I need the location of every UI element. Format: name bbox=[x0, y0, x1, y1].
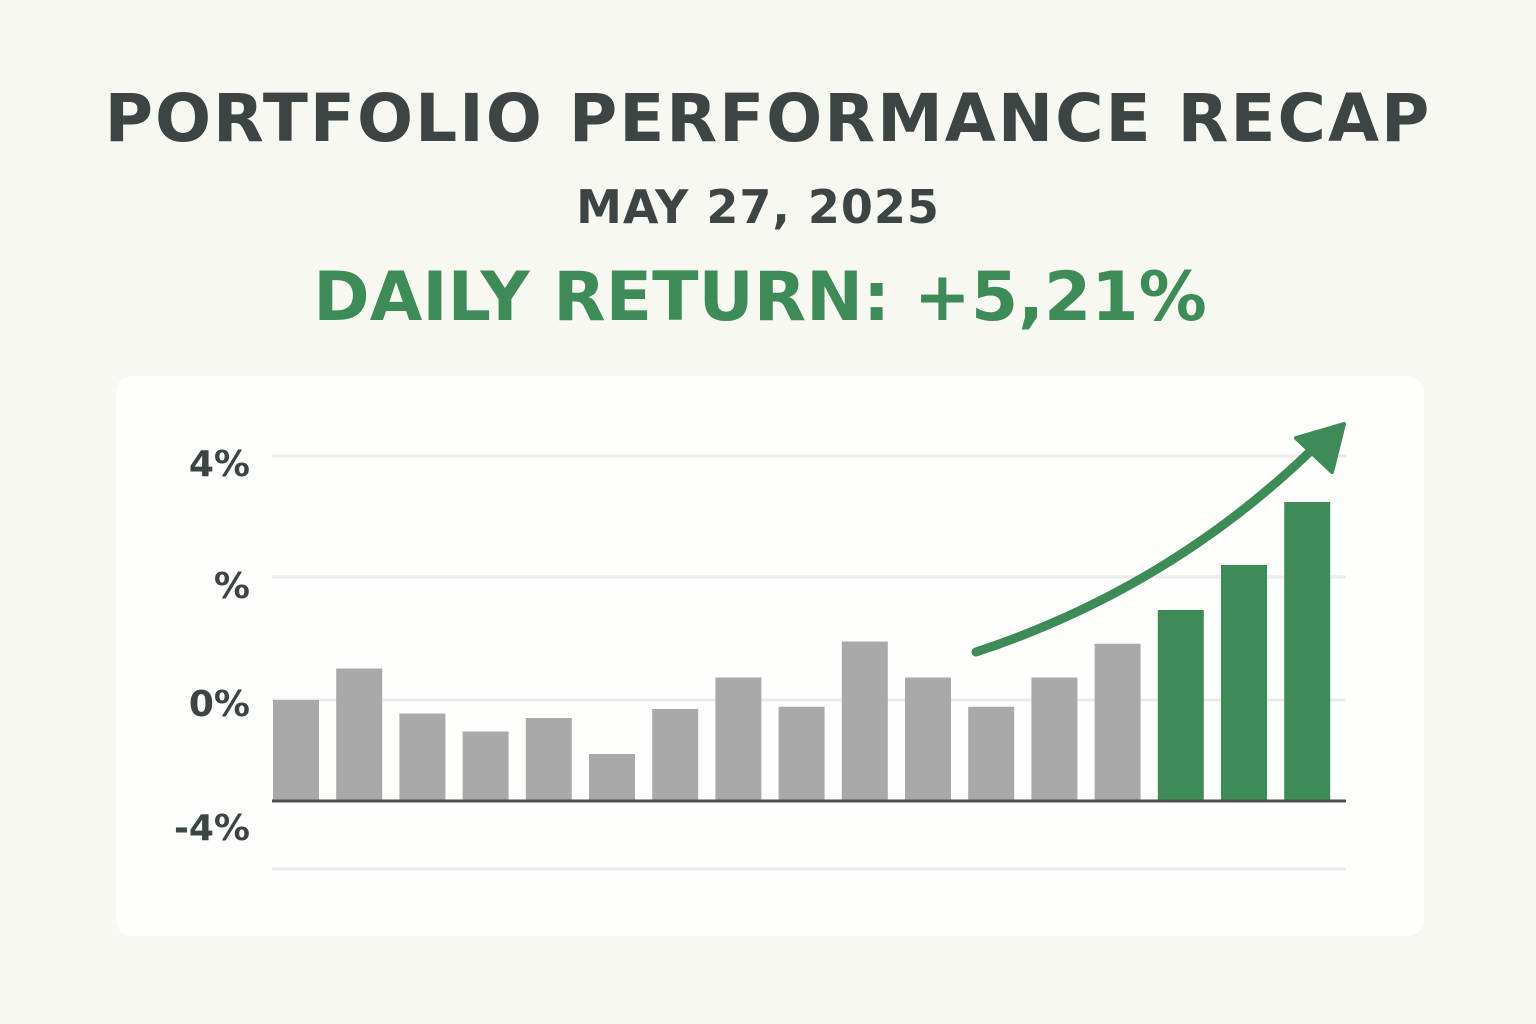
bar bbox=[841, 641, 888, 801]
page-title: PORTFOLIO PERFORMANCE RECAP bbox=[104, 80, 1432, 157]
bar bbox=[589, 754, 635, 801]
bar bbox=[1221, 565, 1267, 801]
chart-card: 4%% 0% -4% bbox=[116, 376, 1424, 936]
bar bbox=[273, 700, 319, 801]
bar bbox=[1094, 643, 1141, 801]
bar bbox=[715, 677, 762, 801]
y-tick-label: 4% bbox=[189, 444, 250, 485]
y-tick-label: -4% bbox=[174, 808, 250, 849]
bar bbox=[652, 709, 699, 801]
y-tick-label: % bbox=[214, 566, 250, 607]
daily-return: DAILY RETURN: +5,21% bbox=[313, 258, 1207, 337]
trend-arrow-line bbox=[971, 433, 1329, 657]
trend-arrow-head bbox=[1294, 422, 1346, 474]
bar bbox=[399, 713, 446, 801]
bar bbox=[1284, 502, 1331, 801]
bar bbox=[462, 731, 509, 801]
bar-chart: 4%% 0% -4% bbox=[174, 422, 1346, 871]
bar bbox=[1157, 610, 1204, 801]
bar bbox=[1031, 677, 1078, 801]
y-tick-label: 0% bbox=[189, 684, 250, 725]
bar bbox=[336, 668, 383, 801]
bar bbox=[778, 706, 825, 801]
bar bbox=[525, 718, 572, 801]
bar bbox=[968, 706, 1015, 801]
report-date: MAY 27, 2025 bbox=[576, 180, 940, 234]
bar bbox=[905, 677, 951, 801]
